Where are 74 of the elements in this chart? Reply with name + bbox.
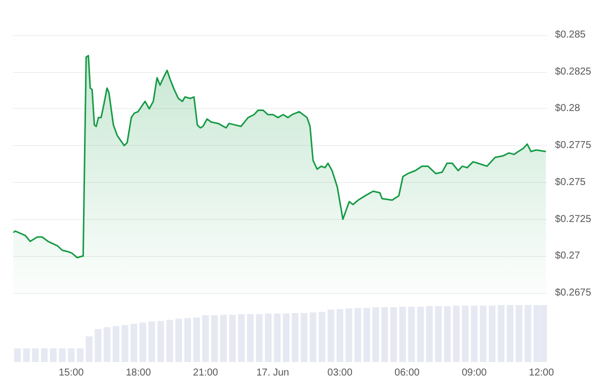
- bar: [444, 306, 451, 362]
- bar: [524, 305, 532, 362]
- bar: [452, 306, 460, 362]
- bar: [488, 306, 496, 362]
- bar: [328, 310, 334, 362]
- x-tick-label: 17. Jun: [256, 368, 290, 378]
- bar: [140, 322, 146, 362]
- bar: [399, 306, 406, 362]
- x-tick-label: 03:00: [327, 368, 353, 378]
- y-tick-label: $0.28: [555, 103, 580, 114]
- bar: [336, 308, 344, 362]
- bar: [112, 326, 120, 362]
- bar: [130, 324, 138, 362]
- bar: [292, 312, 298, 362]
- y-tick-label: $0.2825: [555, 66, 592, 78]
- bar: [104, 327, 110, 362]
- bar: [86, 336, 92, 362]
- bar: [390, 307, 397, 362]
- y-tick-label: $0.2725: [555, 214, 592, 225]
- bar: [435, 306, 442, 362]
- bar: [363, 308, 370, 362]
- bar: [346, 308, 352, 362]
- bar: [184, 318, 191, 362]
- bar: [202, 315, 209, 362]
- bar: [175, 318, 182, 362]
- y-tick-label: $0.2675: [555, 288, 592, 298]
- bar: [310, 312, 316, 362]
- bar: [122, 324, 128, 362]
- bar: [220, 314, 227, 362]
- bar: [23, 348, 30, 362]
- bar: [264, 314, 272, 362]
- bar: [76, 348, 84, 362]
- bar: [417, 306, 424, 362]
- y-tick-label: $0.2775: [555, 140, 592, 152]
- bar: [211, 315, 218, 362]
- bar: [480, 306, 487, 362]
- bar: [506, 305, 514, 362]
- x-tick-label: 21:00: [193, 368, 218, 378]
- x-tick-label: 15:00: [58, 368, 84, 378]
- bar: [14, 348, 21, 362]
- bar: [462, 306, 469, 362]
- bar: [166, 320, 174, 362]
- bar: [68, 348, 75, 362]
- bar: [238, 314, 245, 362]
- x-tick-label: 09:00: [462, 368, 488, 378]
- x-tick-label: 12:00: [528, 368, 554, 378]
- bar: [300, 312, 308, 362]
- bar: [32, 348, 39, 362]
- bar: [94, 328, 102, 362]
- bar: [148, 322, 156, 362]
- bar: [470, 306, 478, 362]
- y-tick-label: $0.27: [555, 250, 580, 262]
- bar: [498, 305, 504, 362]
- bar: [41, 348, 48, 362]
- bar: [50, 348, 57, 362]
- bar: [318, 312, 326, 362]
- bar: [256, 314, 263, 362]
- x-tick-label: 06:00: [394, 368, 420, 378]
- bar: [246, 314, 254, 362]
- y-tick-label: $0.285: [555, 30, 586, 40]
- bar: [516, 305, 522, 362]
- bar: [372, 307, 380, 362]
- bar: [426, 306, 433, 362]
- bar: [229, 314, 236, 362]
- bar: [193, 318, 200, 362]
- bar: [274, 314, 281, 362]
- bar: [354, 308, 362, 362]
- bar: [282, 314, 290, 362]
- x-tick-label: 18:00: [126, 368, 152, 378]
- bar: [408, 306, 415, 362]
- bar: [157, 320, 164, 362]
- bar: [381, 307, 388, 362]
- y-tick-label: $0.275: [555, 176, 586, 188]
- bar: [58, 348, 66, 362]
